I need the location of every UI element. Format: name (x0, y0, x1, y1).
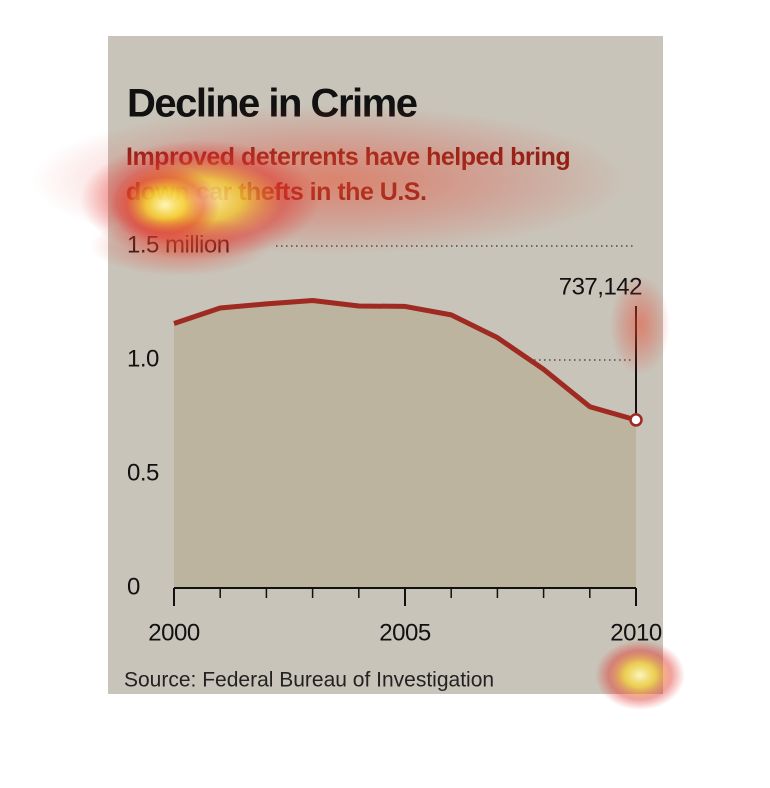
line (173, 297, 637, 423)
y-tick-label: 0 (127, 573, 140, 600)
y-tick-label: 0.5 (127, 459, 159, 486)
value-label: 737,142 (559, 273, 642, 300)
x-tick-label: 2005 (379, 619, 431, 646)
y-tick-label: 1.0 (127, 345, 159, 372)
area (174, 300, 636, 588)
source: Source: Federal Bureau of Investigation (124, 669, 494, 692)
chart-title: Decline in Crime (127, 82, 417, 126)
y-tick-label: 1.5 million (127, 231, 230, 258)
subtitle: Improved deterrents have helped bring do… (126, 143, 571, 206)
x-tick-label: 2010 (610, 619, 662, 646)
subtitle-box: Improved deterrents have helped bring do… (126, 143, 571, 206)
x-tick-label: 2000 (148, 619, 200, 646)
point (629, 413, 643, 427)
